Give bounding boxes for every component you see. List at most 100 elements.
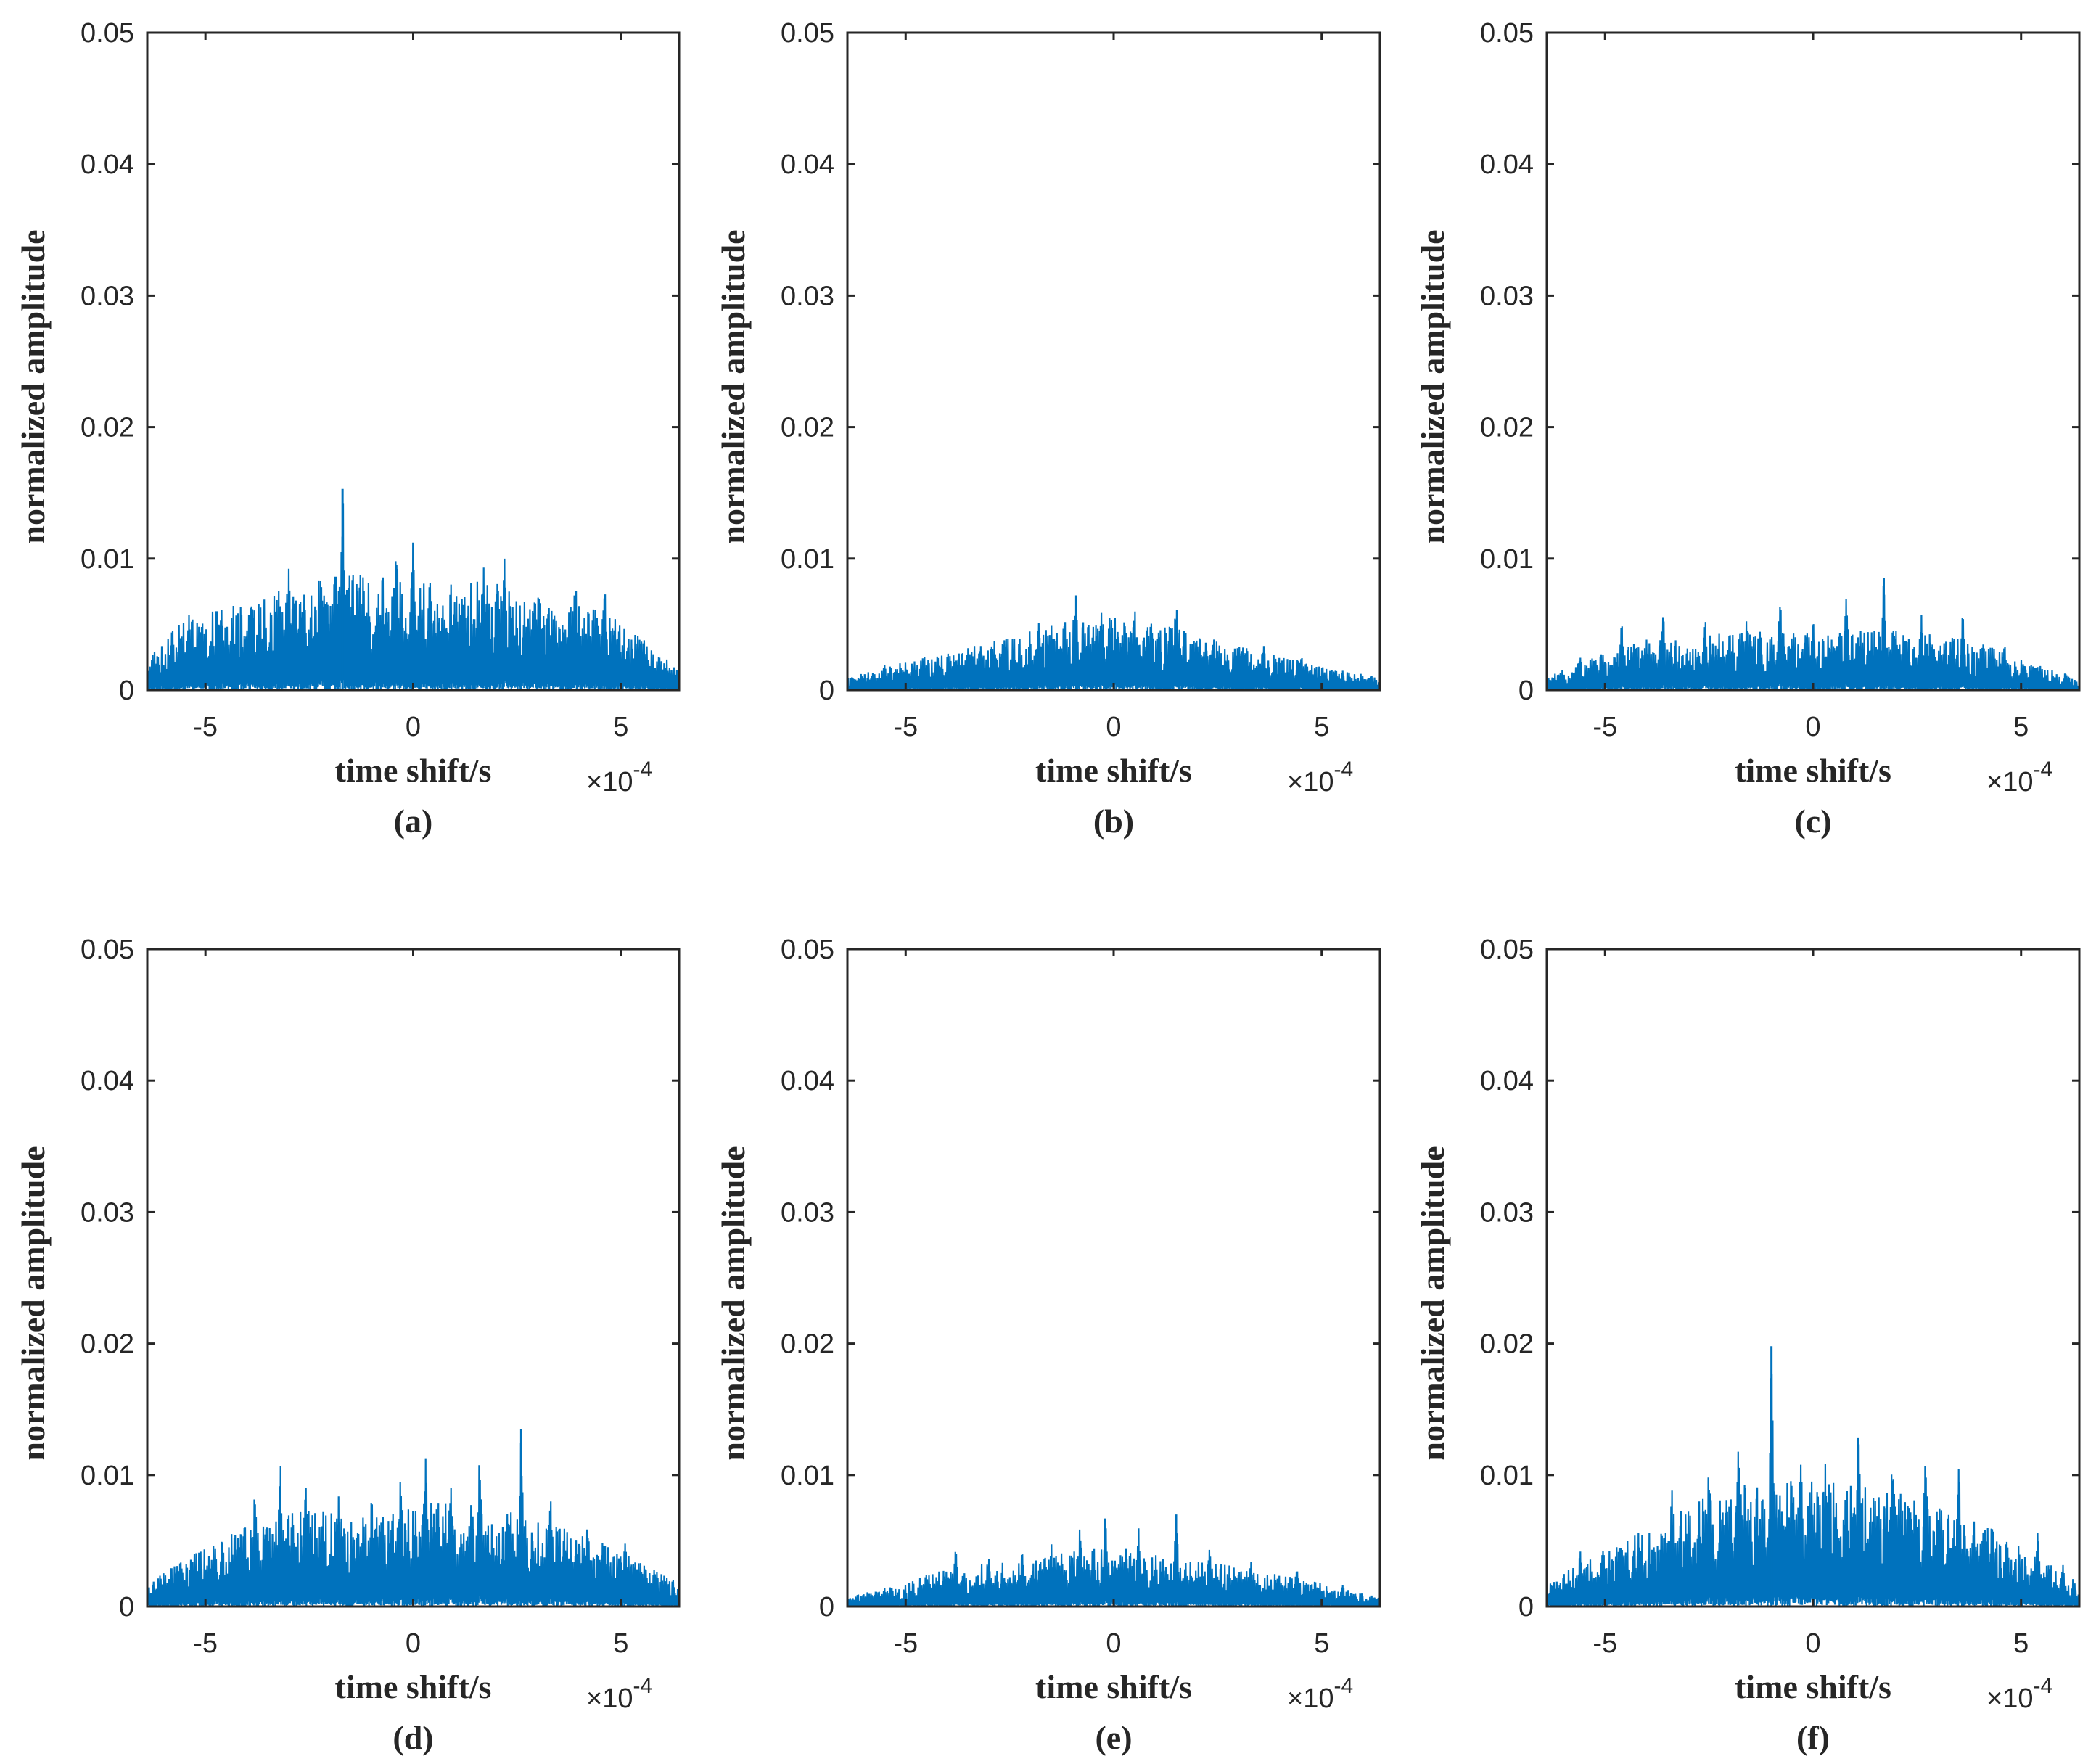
x-axis-label: time shift/s	[335, 1668, 492, 1705]
y-axis-label: normalized amplitude	[15, 229, 52, 543]
x-axis-label: time shift/s	[335, 752, 492, 789]
y-tick-label: 0.04	[1480, 149, 1534, 180]
x-exponent-base: ×10	[1986, 1683, 2033, 1714]
x-exponent-base: ×10	[1287, 767, 1333, 797]
x-tick-label: 0	[406, 1628, 421, 1659]
x-tick-label: -5	[893, 1628, 918, 1659]
x-exponent-label: ×10-4	[1986, 758, 2052, 797]
x-axis-label: time shift/s	[1035, 752, 1192, 789]
y-tick-label: 0	[1518, 676, 1534, 706]
y-axis-label: normalized amplitude	[1414, 229, 1451, 543]
x-tick-label: -5	[1592, 712, 1617, 742]
y-tick-label: 0.02	[1480, 1329, 1534, 1360]
y-tick-label: 0.05	[1480, 935, 1534, 965]
signal-series	[147, 503, 679, 690]
x-tick-label: -5	[893, 712, 918, 742]
y-axis-label: normalized amplitude	[715, 229, 752, 543]
x-tick-label: -5	[193, 712, 218, 742]
y-tick-label: 0.02	[1480, 413, 1534, 443]
x-tick-label: 5	[1314, 712, 1329, 742]
panel-caption: (b)	[1093, 803, 1134, 840]
x-tick-label: -5	[1592, 1628, 1617, 1659]
x-tick-label: 0	[1106, 712, 1121, 742]
x-tick-label: 5	[1314, 1628, 1329, 1659]
x-tick-label: 5	[2013, 1628, 2029, 1659]
x-exponent-power: -4	[633, 1674, 652, 1698]
panel-caption: (a)	[394, 803, 433, 840]
y-tick-label: 0.05	[81, 935, 134, 965]
x-exponent-label: ×10-4	[586, 1674, 652, 1714]
x-tick-label: 5	[613, 712, 628, 742]
y-tick-label: 0.01	[781, 1461, 834, 1491]
y-tick-label: 0.05	[781, 935, 834, 965]
x-exponent-power: -4	[1333, 758, 1353, 782]
x-axis-label: time shift/s	[1735, 1668, 1891, 1705]
x-exponent-base: ×10	[1986, 767, 2033, 797]
axes-frame	[146, 948, 681, 1608]
y-tick-label: 0.03	[781, 1197, 834, 1228]
x-exponent-label: ×10-4	[586, 758, 652, 797]
signal-series	[147, 1443, 679, 1607]
x-tick-label: 5	[2013, 712, 2029, 742]
axes-frame	[1545, 948, 2081, 1608]
y-tick-label: 0.05	[81, 18, 134, 49]
y-axis-label: normalized amplitude	[715, 1146, 752, 1460]
y-tick-label: 0.01	[81, 544, 134, 575]
y-tick-label: 0	[119, 1592, 134, 1623]
y-tick-label: 0.01	[781, 544, 834, 575]
x-axis-label: time shift/s	[1735, 752, 1891, 789]
y-tick-label: 0.04	[781, 149, 834, 180]
x-exponent-power: -4	[633, 758, 652, 782]
x-tick-label: -5	[193, 1628, 218, 1659]
panel-e: 0 0.01 0.02 0.03 0.04 0.05 -5 0 5 ×10-4 time shift…	[715, 935, 1381, 1756]
panel-caption: (d)	[393, 1719, 433, 1756]
y-tick-label: 0.04	[1480, 1066, 1534, 1096]
signal-series	[847, 610, 1380, 690]
axes-frame	[846, 31, 1381, 692]
x-exponent-power: -4	[2033, 758, 2052, 782]
panel-a: 0 0.01 0.02 0.03 0.04 0.05 -5 0 5 ×10-4 time shift…	[15, 18, 681, 840]
x-tick-label: 0	[1805, 1628, 1820, 1659]
panel-f: 0 0.01 0.02 0.03 0.04 0.05 -5 0 5 ×10-4 time shift…	[1414, 935, 2081, 1756]
y-tick-label: 0.03	[1480, 1197, 1534, 1228]
x-exponent-power: -4	[1333, 1674, 1353, 1698]
signal-series	[1547, 1374, 2079, 1607]
y-tick-label: 0.04	[81, 149, 134, 180]
x-exponent-power: -4	[2033, 1674, 2052, 1698]
x-exponent-base: ×10	[1287, 1683, 1333, 1714]
y-tick-label: 0.02	[781, 413, 834, 443]
y-tick-label: 0.01	[1480, 544, 1534, 575]
y-tick-label: 0.05	[1480, 18, 1534, 49]
y-tick-label: 0.04	[781, 1066, 834, 1096]
x-exponent-label: ×10-4	[1287, 1674, 1353, 1714]
y-tick-label: 0.01	[81, 1461, 134, 1491]
y-axis-label: normalized amplitude	[1414, 1146, 1451, 1460]
y-tick-label: 0.03	[781, 281, 834, 311]
panel-d: 0 0.01 0.02 0.03 0.04 0.05 -5 0 5 ×10-4 time shift…	[15, 935, 681, 1756]
x-exponent-base: ×10	[586, 767, 633, 797]
y-tick-label: 0.03	[81, 281, 134, 311]
x-exponent-label: ×10-4	[1986, 1674, 2052, 1714]
axes-frame	[846, 948, 1381, 1608]
y-tick-label: 0.02	[781, 1329, 834, 1360]
y-tick-label: 0	[819, 1592, 834, 1623]
y-tick-label: 0	[819, 676, 834, 706]
x-tick-label: 0	[1805, 712, 1820, 742]
y-tick-label: 0	[1518, 1592, 1534, 1623]
y-tick-label: 0.05	[781, 18, 834, 49]
y-tick-label: 0.03	[81, 1197, 134, 1228]
panel-caption: (e)	[1095, 1719, 1132, 1756]
panel-caption: (f)	[1796, 1719, 1830, 1756]
y-tick-label: 0.01	[1480, 1461, 1534, 1491]
x-tick-label: 0	[406, 712, 421, 742]
panel-c: 0 0.01 0.02 0.03 0.04 0.05 -5 0 5 ×10-4 time shift…	[1414, 18, 2081, 840]
panel-caption: (c)	[1794, 803, 1831, 840]
y-tick-label: 0	[119, 676, 134, 706]
x-tick-label: 5	[613, 1628, 628, 1659]
x-axis-label: time shift/s	[1035, 1668, 1192, 1705]
signal-series	[847, 1518, 1380, 1607]
y-tick-label: 0.02	[81, 1329, 134, 1360]
y-tick-label: 0.02	[81, 413, 134, 443]
signal-series	[1547, 586, 2079, 690]
